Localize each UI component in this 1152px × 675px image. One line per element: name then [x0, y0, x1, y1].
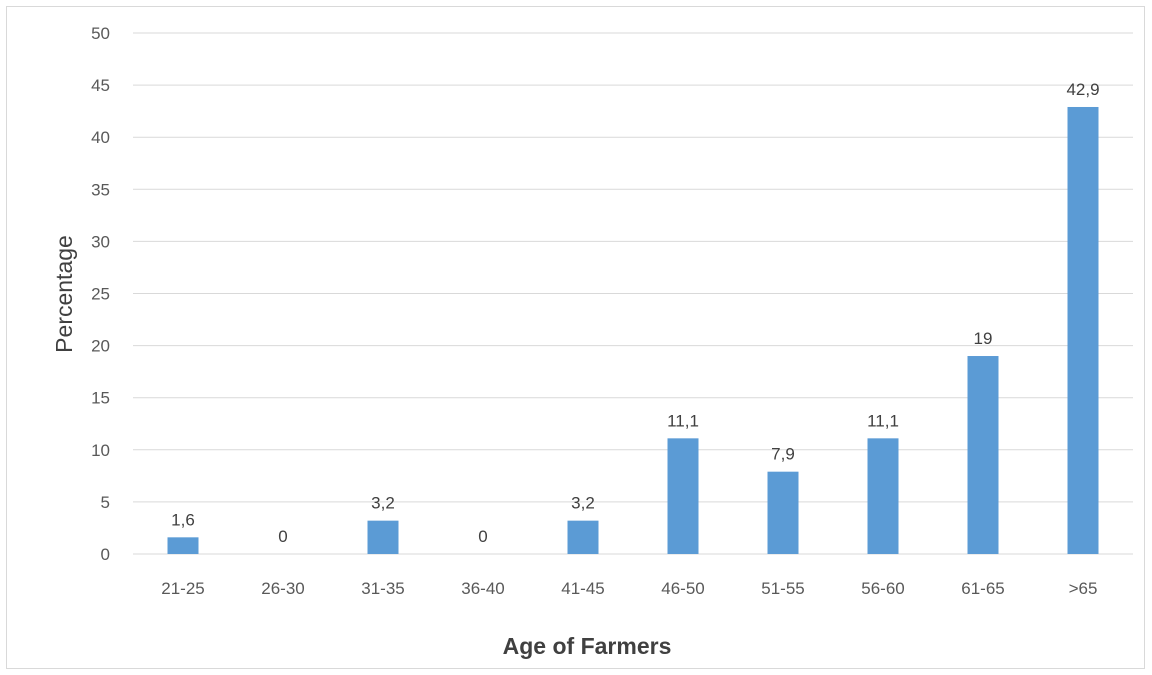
- data-label: 3,2: [371, 494, 395, 513]
- bar: [1067, 106, 1099, 555]
- y-tick-label: 35: [91, 180, 110, 199]
- bars: [167, 106, 1099, 555]
- y-axis-title: Percentage: [51, 235, 77, 353]
- x-tick-label: 26-30: [261, 579, 304, 598]
- data-label: 1,6: [171, 510, 195, 529]
- gridlines: [133, 32, 1133, 555]
- data-label: 0: [278, 527, 287, 546]
- y-tick-label: 20: [91, 337, 110, 356]
- bar: [967, 356, 999, 554]
- data-label: 11,1: [867, 411, 899, 430]
- y-axis-ticks: 0 5 10 15 20 25 30 35 40 45 50: [91, 24, 110, 564]
- x-tick-label: 51-55: [761, 579, 804, 598]
- y-tick-label: 25: [91, 285, 110, 304]
- x-tick-label: 41-45: [561, 579, 604, 598]
- data-label: 11,1: [667, 411, 699, 430]
- data-label: 0: [478, 527, 487, 546]
- x-axis-title: Age of Farmers: [503, 633, 672, 659]
- y-tick-label: 5: [101, 493, 110, 512]
- data-label: 19: [974, 329, 993, 348]
- bar: [367, 520, 399, 554]
- y-tick-label: 50: [91, 24, 110, 43]
- y-tick-label: 30: [91, 232, 110, 251]
- bar: [767, 471, 799, 554]
- bar: [567, 520, 599, 554]
- bar: [867, 438, 899, 554]
- y-tick-label: 15: [91, 389, 110, 408]
- x-tick-label: 61-65: [961, 579, 1004, 598]
- data-label: 3,2: [571, 494, 595, 513]
- data-labels: 1,6 0 3,2 0 3,2 11,1 7,9 11,1 19 42,9: [171, 80, 1099, 546]
- bar: [667, 438, 699, 554]
- y-tick-label: 45: [91, 76, 110, 95]
- x-tick-label: 56-60: [861, 579, 904, 598]
- data-label: 42,9: [1066, 80, 1099, 99]
- x-axis-ticks: 21-25 26-30 31-35 36-40 41-45 46-50 51-55 56-60…: [161, 579, 1097, 598]
- y-tick-label: 40: [91, 128, 110, 147]
- x-tick-label: 31-35: [361, 579, 404, 598]
- bar: [167, 537, 199, 554]
- y-tick-label: 0: [101, 545, 110, 564]
- y-tick-label: 10: [91, 441, 110, 460]
- x-tick-label: >65: [1069, 579, 1098, 598]
- data-label: 7,9: [771, 445, 795, 464]
- chart-frame: [6, 6, 1145, 669]
- x-tick-label: 46-50: [661, 579, 704, 598]
- x-tick-label: 21-25: [161, 579, 204, 598]
- x-tick-label: 36-40: [461, 579, 504, 598]
